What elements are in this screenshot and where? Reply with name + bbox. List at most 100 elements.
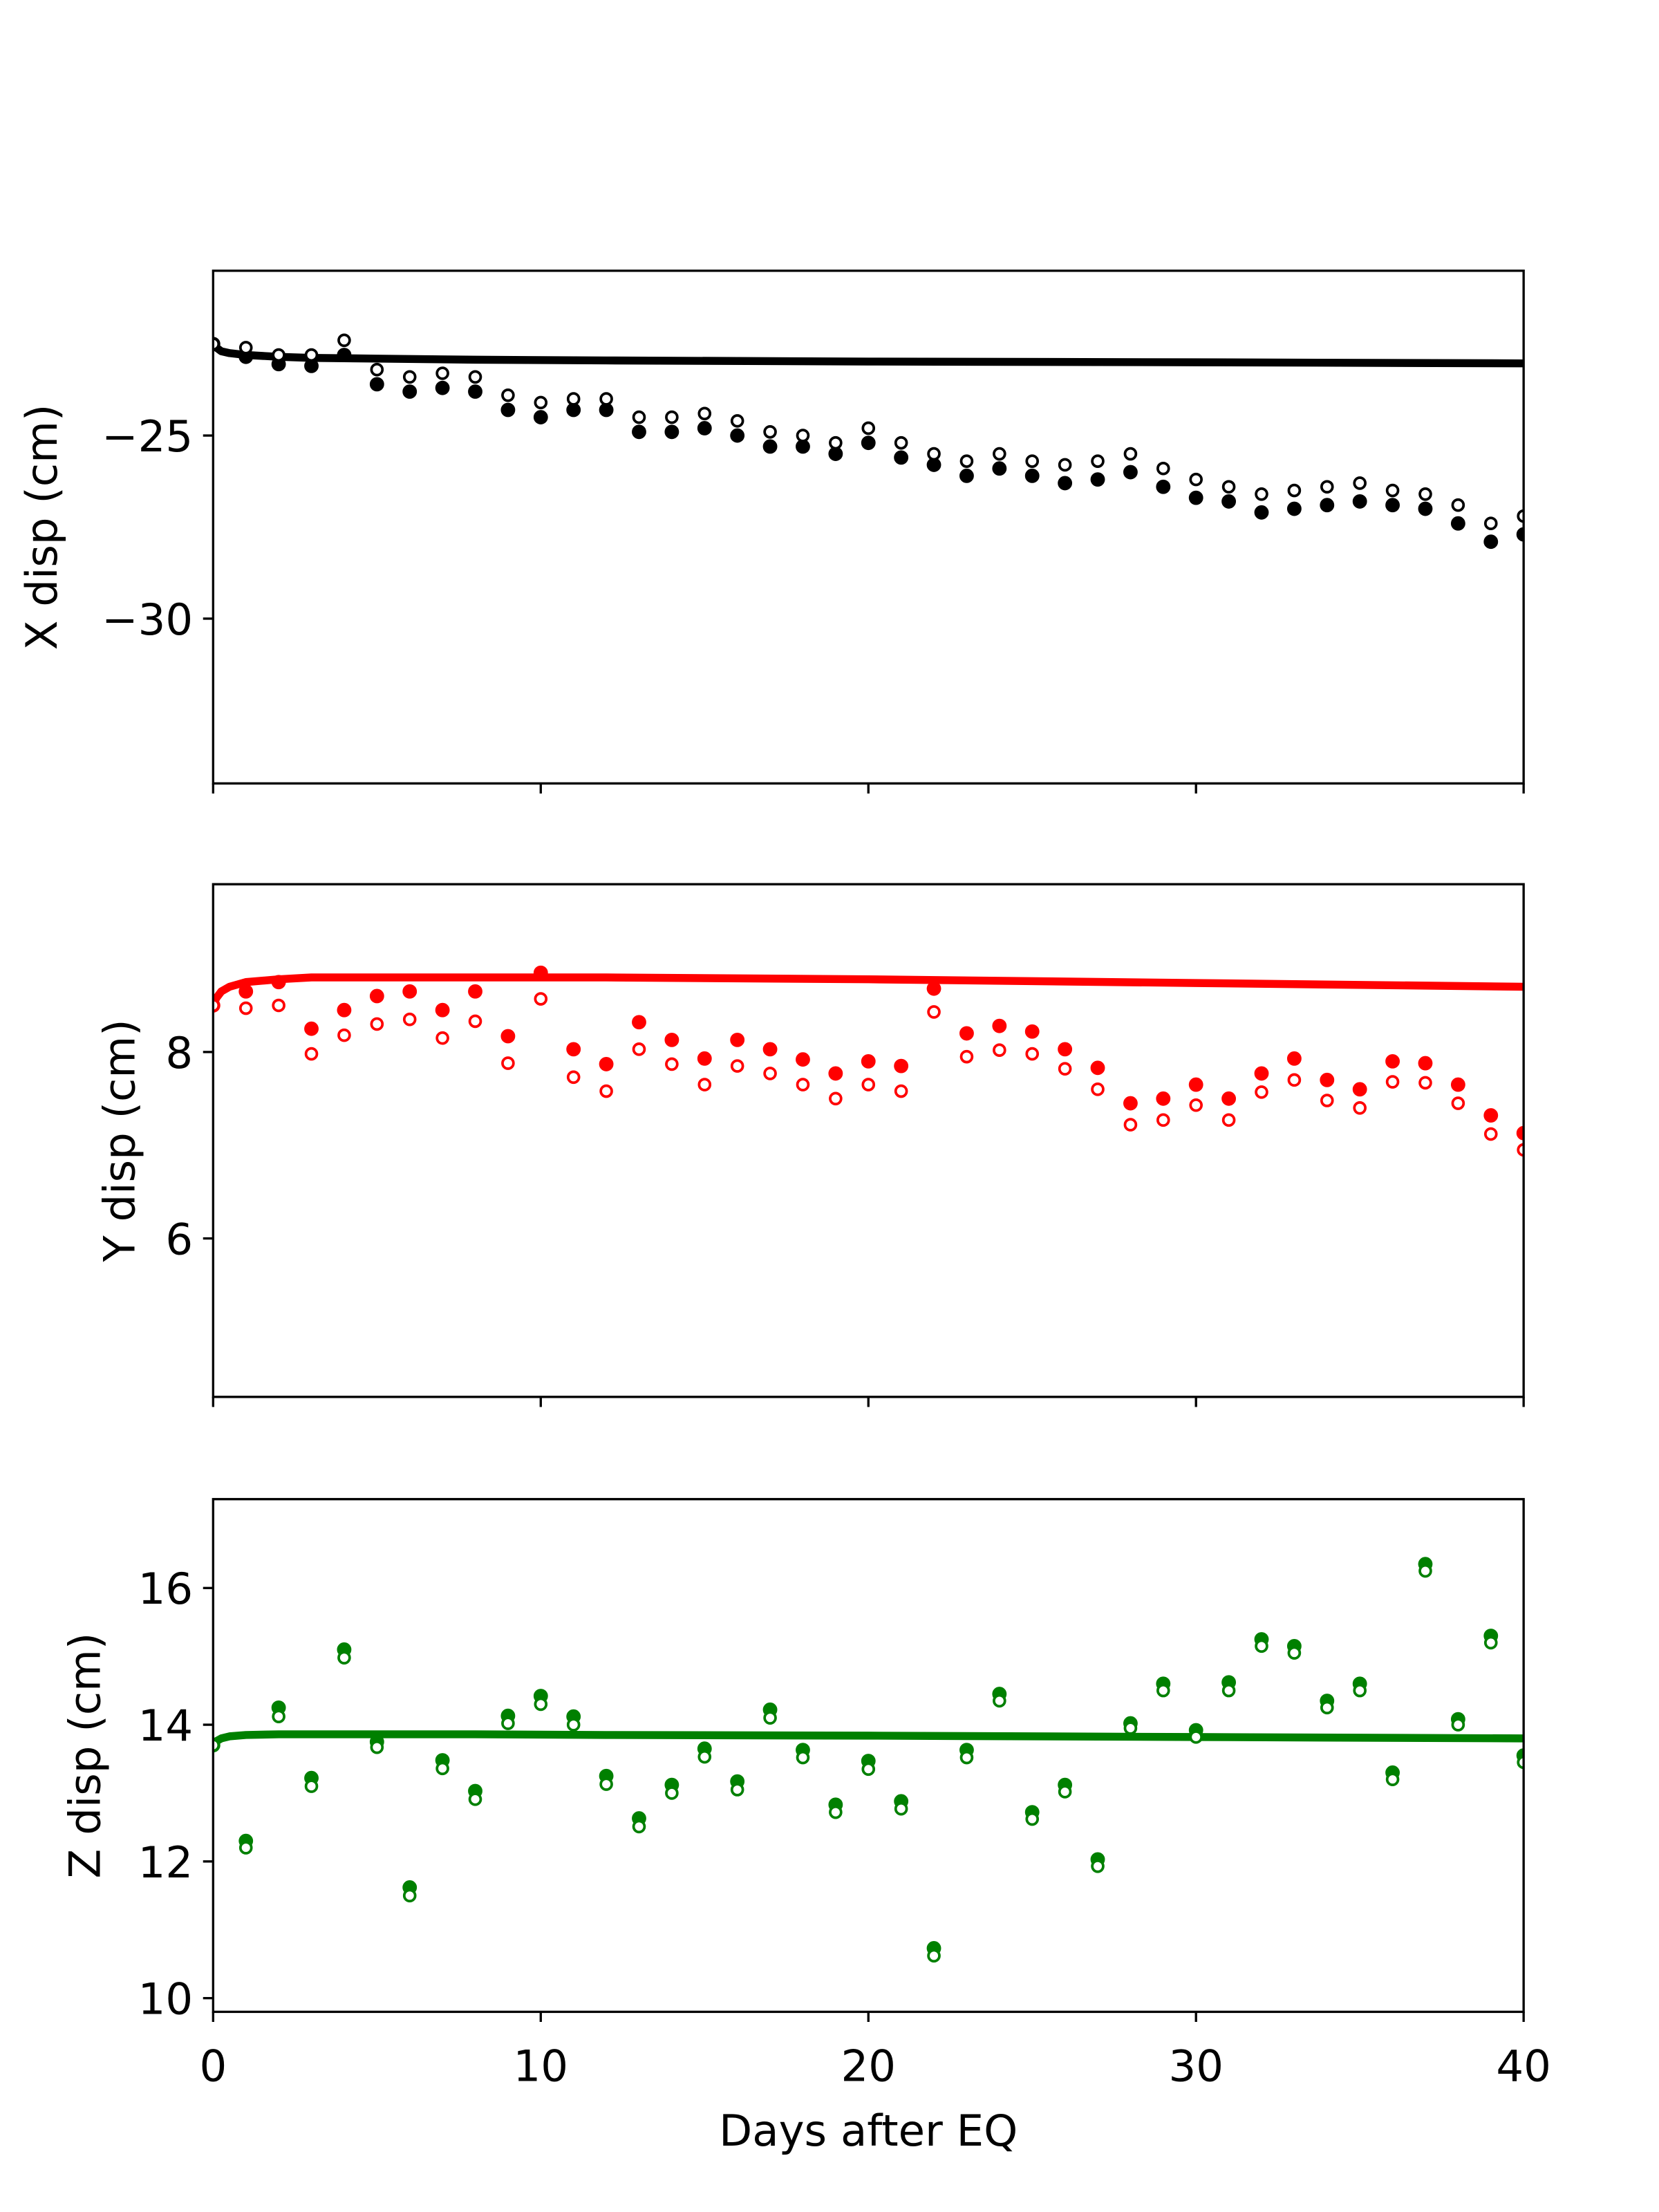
- data-point-open: [1255, 487, 1268, 501]
- data-point-filled: [500, 402, 516, 418]
- data-point-filled: [566, 1042, 581, 1057]
- data-point-filled: [730, 428, 745, 443]
- data-point-open: [370, 1740, 384, 1754]
- y-axis-label: Y disp (cm): [94, 1019, 144, 1262]
- data-point-filled: [1221, 494, 1237, 509]
- data-point-filled: [337, 348, 352, 362]
- data-point-filled: [1156, 1091, 1171, 1106]
- y-tick-label: 12: [138, 1837, 194, 1888]
- x-tick-label: 0: [199, 2041, 227, 2091]
- data-point-open: [632, 1819, 646, 1834]
- data-point-open: [1320, 480, 1334, 494]
- data-point-filled: [1450, 516, 1465, 531]
- data-point-filled: [369, 377, 384, 392]
- data-point-open: [1156, 1113, 1170, 1127]
- x-tick-label: 30: [1168, 2041, 1224, 2091]
- data-point-open: [402, 1012, 417, 1027]
- data-point-open: [1221, 480, 1236, 494]
- data-point-open: [1025, 454, 1040, 468]
- data-point-open: [894, 435, 908, 450]
- data-point-open: [1058, 458, 1072, 472]
- data-point-open: [501, 1056, 515, 1070]
- data-point-open: [632, 1042, 646, 1056]
- data-point-open: [1353, 1101, 1367, 1115]
- data-point-open: [861, 1762, 876, 1777]
- data-point-filled: [894, 1058, 909, 1074]
- data-point-open: [1025, 1047, 1040, 1061]
- data-point-open: [730, 414, 744, 428]
- data-point-open: [1221, 1113, 1236, 1127]
- model-fit-line: [213, 1730, 1524, 1750]
- data-point-filled: [861, 435, 876, 451]
- plot-frame: [212, 883, 1525, 1398]
- data-point-filled: [697, 421, 712, 435]
- panel-y-disp: 86 Y disp (cm): [94, 883, 1525, 1407]
- y-tick-label: −25: [102, 411, 193, 462]
- data-point-open: [213, 337, 221, 351]
- data-point-open: [1221, 1683, 1236, 1698]
- data-point-filled: [435, 380, 450, 395]
- data-point-open: [1123, 447, 1138, 461]
- data-point-open: [501, 388, 515, 402]
- data-point-open: [763, 1711, 777, 1725]
- data-point-filled: [1385, 1053, 1400, 1069]
- x-axis-label: Days after EQ: [719, 2106, 1018, 2156]
- data-point-open: [829, 1091, 843, 1106]
- data-point-open: [927, 447, 941, 461]
- data-point-open: [304, 348, 319, 362]
- data-point-filled: [1385, 498, 1400, 513]
- data-point-open: [337, 333, 351, 348]
- data-point-filled: [1221, 1091, 1237, 1106]
- data-point-filled: [533, 410, 548, 424]
- data-point-filled: [632, 424, 646, 440]
- data-point-open: [1091, 1859, 1105, 1873]
- model-fit-line: [213, 973, 1524, 1010]
- plot-area: [213, 965, 1524, 1157]
- y-tick-label: 10: [138, 1974, 194, 2025]
- data-point-filled: [762, 1042, 778, 1057]
- data-point-open: [468, 1014, 482, 1029]
- data-point-open: [468, 1792, 482, 1806]
- data-point-open: [566, 1718, 581, 1732]
- data-point-open: [337, 1651, 351, 1665]
- data-point-filled: [1352, 1082, 1367, 1097]
- data-point-open: [1255, 1085, 1268, 1099]
- data-point-filled: [1418, 501, 1433, 516]
- data-point-open: [665, 410, 679, 424]
- data-point-open: [1189, 1730, 1203, 1744]
- data-point-open: [1189, 1098, 1203, 1112]
- data-point-open: [763, 1067, 777, 1080]
- data-point-filled: [1483, 1108, 1499, 1123]
- data-point-open: [993, 1043, 1006, 1057]
- data-point-open: [272, 1709, 285, 1723]
- y-axis-label: X disp (cm): [17, 404, 67, 650]
- data-point-filled: [1123, 465, 1138, 480]
- data-point-open: [304, 1047, 319, 1061]
- data-point-filled: [1516, 1125, 1524, 1141]
- data-point-open: [1418, 1564, 1432, 1578]
- data-point-open: [959, 454, 974, 468]
- data-point-filled: [1254, 505, 1269, 520]
- data-point-open: [959, 1049, 974, 1064]
- data-point-open: [566, 392, 581, 406]
- data-point-open: [1353, 1683, 1367, 1698]
- data-point-open: [1385, 1772, 1400, 1786]
- data-point-open: [599, 392, 613, 406]
- data-point-filled: [1188, 490, 1203, 505]
- data-point-filled: [304, 1021, 319, 1036]
- data-point-filled: [402, 984, 418, 999]
- data-point-filled: [632, 1015, 646, 1030]
- data-point-open: [272, 998, 285, 1013]
- data-point-open: [861, 1078, 876, 1091]
- data-point-filled: [1483, 534, 1499, 550]
- data-point-open: [665, 1786, 679, 1800]
- data-point-filled: [369, 988, 384, 1004]
- data-point-filled: [1024, 1024, 1040, 1039]
- axis-ticks: −25 −30: [102, 411, 1525, 794]
- data-point-open: [730, 1783, 744, 1797]
- data-point-open: [1025, 1812, 1040, 1826]
- data-point-open: [599, 1777, 613, 1791]
- data-point-open: [370, 1017, 384, 1031]
